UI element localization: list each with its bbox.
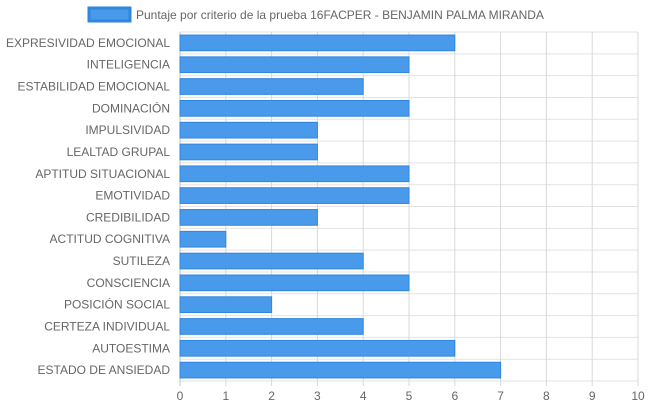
bars: [179, 34, 502, 379]
y-tick-label: APTITUD SITUACIONAL: [35, 167, 170, 181]
y-tick-label: DOMINACIÓN: [92, 100, 170, 115]
grid: [179, 31, 639, 386]
bar[interactable]: [179, 361, 502, 379]
y-tick-label: SUTILEZA: [113, 254, 170, 268]
bar[interactable]: [179, 339, 456, 357]
y-tick-label: ESTADO DE ANSIEDAD: [38, 363, 171, 377]
bar[interactable]: [179, 143, 318, 161]
bar[interactable]: [179, 252, 364, 270]
y-tick-label: CONSCIENCIA: [87, 276, 170, 290]
x-tick-label: 1: [222, 389, 229, 403]
legend-label: Puntaje por criterio de la prueba 16FACP…: [136, 8, 544, 22]
x-tick-label: 7: [497, 389, 504, 403]
x-tick-label: 10: [631, 389, 645, 403]
bar[interactable]: [179, 187, 410, 204]
bar[interactable]: [179, 274, 410, 292]
y-axis-labels: EXPRESIVIDAD EMOCIONAL INTELIGENCIA ESTABI…: [6, 36, 170, 377]
chart-legend[interactable]: Puntaje por criterio de la prueba 16FACP…: [87, 6, 544, 23]
bar[interactable]: [179, 318, 364, 335]
y-tick-label: IMPULSIVIDAD: [85, 123, 170, 137]
y-tick-label: LEALTAD GRUPAL: [67, 145, 171, 159]
x-tick-label: 9: [589, 389, 596, 403]
x-tick-label: 2: [268, 389, 275, 403]
bar[interactable]: [179, 78, 364, 95]
y-tick-label: AUTOESTIMA: [92, 341, 170, 355]
x-tick-label: 4: [360, 389, 367, 403]
x-axis-labels: 0 1 2 3 4 5 6 7 8 9 10: [177, 389, 645, 403]
x-tick-label: 0: [177, 389, 184, 403]
bar[interactable]: [179, 230, 227, 248]
bar[interactable]: [179, 121, 318, 139]
bar[interactable]: [179, 165, 410, 183]
x-tick-label: 5: [406, 389, 413, 403]
bar[interactable]: [179, 99, 410, 117]
y-tick-label: CERTEZA INDIVIDUAL: [44, 319, 170, 333]
y-tick-label: ESTABILIDAD EMOCIONAL: [18, 80, 171, 94]
y-tick-label: CREDIBILIDAD: [86, 210, 170, 224]
legend-swatch: [87, 6, 132, 23]
x-tick-label: 8: [543, 389, 550, 403]
y-tick-label: POSICIÓN SOCIAL: [64, 297, 170, 312]
bar[interactable]: [179, 56, 410, 74]
y-tick-label: ACTITUD COGNITIVA: [50, 232, 170, 246]
y-tick-label: INTELIGENCIA: [87, 58, 170, 72]
bar[interactable]: [179, 296, 273, 314]
x-tick-label: 3: [314, 389, 321, 403]
bar[interactable]: [179, 209, 318, 226]
bar[interactable]: [179, 34, 456, 52]
y-tick-label: EMOTIVIDAD: [95, 189, 170, 203]
y-tick-label: EXPRESIVIDAD EMOCIONAL: [6, 36, 170, 50]
x-tick-label: 6: [451, 389, 458, 403]
